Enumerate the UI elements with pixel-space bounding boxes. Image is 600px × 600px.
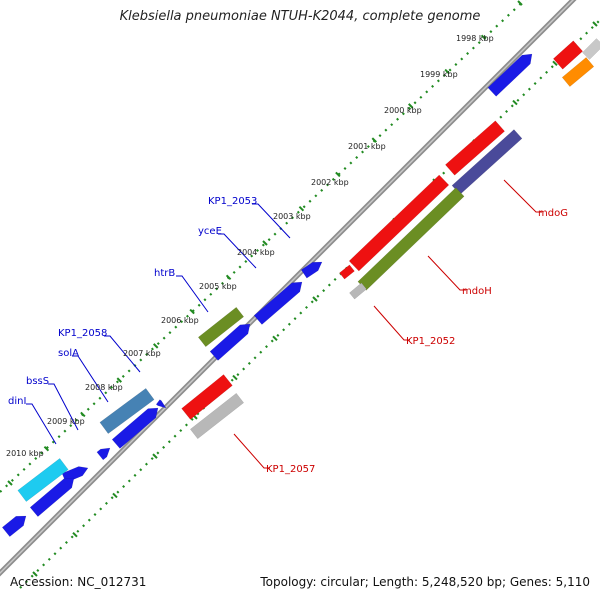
kbp-label-2004: 2004 kbp — [237, 248, 275, 257]
gene-label-KP1_2052[interactable]: KP1_2052 — [406, 336, 455, 347]
gene-features — [1, 38, 600, 538]
gene-block-2053[interactable] — [300, 261, 323, 279]
kbp-tick-labels: 1998 kbp 1999 kbp 2000 kbp 2001 kbp 2002… — [6, 34, 494, 458]
kbp-label-2007: 2007 kbp — [123, 349, 161, 358]
gene-label-solA[interactable]: solA — [58, 348, 79, 359]
kbp-label-2003: 2003 kbp — [273, 212, 311, 221]
map-title: Klebsiella pneumoniae NTUH-K2044, comple… — [119, 9, 481, 24]
accession-label: Accession: NC_012731 — [10, 575, 147, 589]
gene-block-yceE[interactable] — [253, 281, 303, 325]
gene-label-KP1_2057[interactable]: KP1_2057 — [266, 464, 315, 475]
kbp-label-2009: 2009 kbp — [47, 417, 85, 426]
gene-block-small-2007[interactable] — [155, 399, 167, 409]
kbp-label-2001: 2001 kbp — [348, 142, 386, 151]
gene-block-top-right[interactable] — [582, 38, 600, 60]
gene-block-mdoG[interactable] — [445, 120, 505, 176]
gene-label-KP1_2053[interactable]: KP1_2053 — [208, 196, 257, 207]
kbp-label-2010: 2010 kbp — [6, 449, 44, 458]
genome-summary: Topology: circular; Length: 5,248,520 bp… — [260, 575, 590, 589]
gene-block-1998-red[interactable] — [552, 40, 584, 70]
kbp-label-2000: 2000 kbp — [384, 106, 422, 115]
gene-labels: dinI bssS solA KP1_2058 htrB yceE KP1_20… — [8, 196, 568, 475]
gene-block-mdoH[interactable] — [348, 174, 450, 272]
cog-block-gray-2057[interactable] — [189, 392, 245, 440]
kbp-label-2005: 2005 kbp — [199, 282, 237, 291]
gene-block-dinI[interactable] — [29, 477, 75, 517]
gene-block-KP1_2058[interactable] — [111, 407, 159, 449]
genome-backbone — [0, 0, 577, 577]
kbp-label-2008: 2008 kbp — [85, 383, 123, 392]
gene-label-bssS[interactable]: bssS — [26, 376, 49, 387]
gene-label-dinI[interactable]: dinI — [8, 396, 26, 407]
gene-block-1998[interactable] — [487, 53, 533, 97]
cog-block-gray-2052[interactable] — [349, 282, 367, 300]
gene-block-solA[interactable] — [96, 447, 111, 461]
cog-block-purple[interactable] — [451, 129, 523, 195]
gene-block-2057-red[interactable] — [181, 374, 233, 420]
label-leader-lines — [26, 179, 542, 469]
gene-label-yceE[interactable]: yceE — [198, 226, 222, 237]
gene-block-edge[interactable] — [1, 515, 27, 538]
gene-block-htrB[interactable] — [209, 323, 251, 361]
cog-block-green-2006[interactable] — [197, 306, 245, 348]
kbp-label-1998: 1998 kbp — [456, 34, 494, 43]
cog-block-cyan[interactable] — [17, 458, 69, 502]
gene-block-2052-red[interactable] — [339, 264, 355, 280]
kbp-label-2006: 2006 kbp — [161, 316, 199, 325]
kbp-label-1999: 1999 kbp — [420, 70, 458, 79]
gene-label-mdoG[interactable]: mdoG — [538, 208, 568, 219]
cog-block-steel[interactable] — [99, 388, 155, 434]
gene-label-htrB[interactable]: htrB — [154, 268, 175, 279]
kbp-label-2002: 2002 kbp — [311, 178, 349, 187]
gene-label-KP1_2058[interactable]: KP1_2058 — [58, 328, 107, 339]
cog-block-orange[interactable] — [561, 57, 595, 87]
gene-label-mdoH[interactable]: mdoH — [462, 286, 492, 297]
